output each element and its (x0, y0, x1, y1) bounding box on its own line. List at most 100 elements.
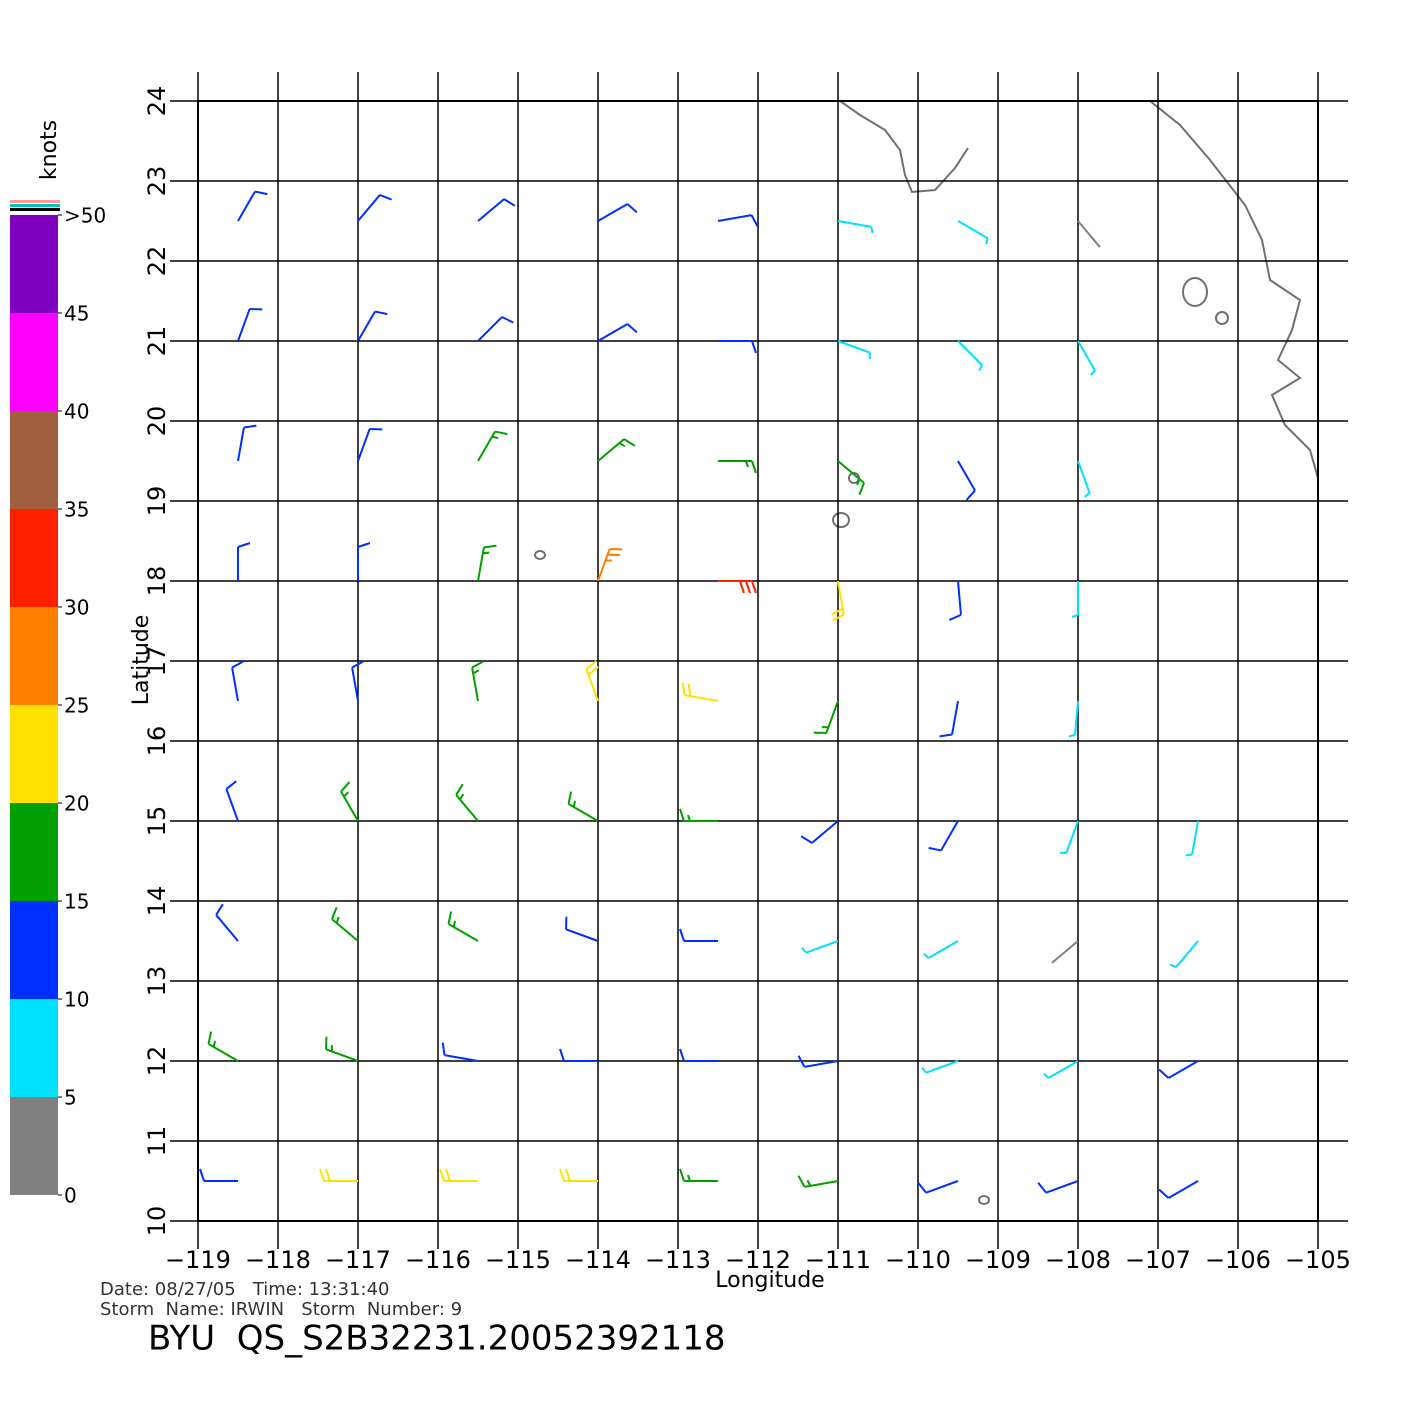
wind-barb (1158, 1180, 1199, 1199)
wind-barb (231, 660, 244, 702)
wind-barb (477, 316, 514, 342)
wind-barb (447, 911, 479, 942)
wind-barb (718, 340, 757, 354)
island (1215, 311, 1229, 325)
colorbar-label: >50 (64, 204, 106, 228)
colorbar-label: 20 (64, 792, 89, 816)
wind-barb (215, 903, 239, 942)
wind-barb (1077, 340, 1096, 376)
y-tick-label: 21 (143, 326, 171, 357)
x-tick-label: −108 (1045, 1246, 1111, 1274)
y-axis-label: Latitude (129, 615, 154, 706)
y-tick-label: 16 (143, 726, 171, 757)
info-line: Storm Name: IRWIN Storm Number: 9 (100, 1299, 462, 1320)
wind-barb (477, 544, 497, 582)
colorbar-segment (10, 313, 58, 411)
wind-barb (917, 1180, 959, 1194)
x-tick-label: −115 (485, 1246, 551, 1274)
wind-barb (1043, 1060, 1079, 1079)
wind-barb (455, 783, 479, 822)
file-title: BYU QS_S2B32231.20052392118 (148, 1319, 726, 1359)
wind-barb (567, 791, 599, 822)
map-frame (197, 100, 1319, 1222)
y-tick-label: 12 (143, 1046, 171, 1077)
colorbar-label: 40 (64, 400, 89, 424)
y-tick-label: 23 (143, 166, 171, 197)
colorbar-segment (10, 509, 58, 607)
x-axis-label: Longitude (715, 1268, 824, 1293)
colorbar-segment (10, 411, 58, 509)
island (1182, 277, 1208, 307)
colorbar-cap (10, 200, 60, 203)
wind-barb (679, 928, 718, 942)
colorbar-title: knots (37, 120, 62, 180)
wind-barb (207, 1031, 239, 1062)
wind-barb (797, 1175, 839, 1188)
x-tick-label: −113 (645, 1246, 711, 1274)
wind-barb (813, 700, 839, 734)
info-line: Date: 08/27/05 Time: 13:31:40 (100, 1279, 390, 1300)
wind-barb (477, 430, 508, 462)
x-tick-label: −110 (885, 1246, 951, 1274)
wind-barb (357, 310, 388, 342)
island (978, 1195, 990, 1205)
wind-barb (939, 700, 959, 738)
wind-barb (1068, 700, 1079, 738)
wind-barb (1077, 460, 1091, 498)
wind-barb (585, 660, 599, 702)
wind-barb (331, 907, 359, 942)
wind-barb (957, 340, 983, 372)
wind-barb (319, 1168, 358, 1182)
wind-barb (679, 1168, 718, 1182)
colorbar-label: 35 (64, 498, 89, 522)
wind-barb (357, 428, 383, 462)
wind-barb (1158, 1060, 1199, 1079)
wind-barb (559, 1168, 598, 1182)
wind-barb (923, 940, 959, 959)
colorbar-cap (10, 208, 60, 211)
colorbar-label: 15 (64, 890, 89, 914)
y-tick-label: 24 (143, 86, 171, 117)
wind-barb (351, 660, 364, 702)
wind-barb (800, 820, 839, 844)
x-tick-label: −105 (1285, 1246, 1351, 1274)
wind-barb (597, 203, 638, 222)
wind-barb (957, 220, 989, 245)
colorbar-segment (10, 215, 58, 313)
wind-barb (439, 1168, 478, 1182)
wind-barb (225, 780, 239, 822)
y-tick-label: 19 (143, 486, 171, 517)
x-tick-label: −107 (1125, 1246, 1191, 1274)
wind-barb (471, 660, 484, 702)
x-tick-label: −119 (165, 1246, 231, 1274)
wind-barb (597, 438, 636, 462)
y-tick-label: 13 (143, 966, 171, 997)
wind-barb (831, 580, 845, 622)
x-tick-label: −111 (805, 1246, 871, 1274)
colorbar-label: 10 (64, 988, 89, 1012)
x-tick-label: −109 (965, 1246, 1031, 1274)
y-tick-label: 22 (143, 246, 171, 277)
colorbar-label: 0 (64, 1184, 77, 1208)
island (534, 550, 546, 560)
wind-barb (565, 916, 599, 942)
wind-barb (1185, 820, 1199, 857)
colorbar-label: 30 (64, 596, 89, 620)
wind-barb (957, 460, 976, 501)
colorbar-cap (10, 204, 60, 207)
wind-barb (679, 1048, 718, 1062)
x-tick-label: −112 (725, 1246, 791, 1274)
wind-barb (237, 190, 268, 222)
wind-barb (801, 940, 839, 954)
wind-barb (1169, 940, 1199, 968)
wind-barb (718, 580, 757, 594)
island (832, 512, 850, 528)
wind-barb (948, 580, 962, 621)
y-tick-label: 18 (143, 566, 171, 597)
wind-barb (357, 194, 392, 222)
colorbar-label: 5 (64, 1086, 77, 1110)
wind-barb (1060, 820, 1079, 854)
wind-barb (237, 308, 263, 342)
wind-barb (1037, 1180, 1079, 1194)
